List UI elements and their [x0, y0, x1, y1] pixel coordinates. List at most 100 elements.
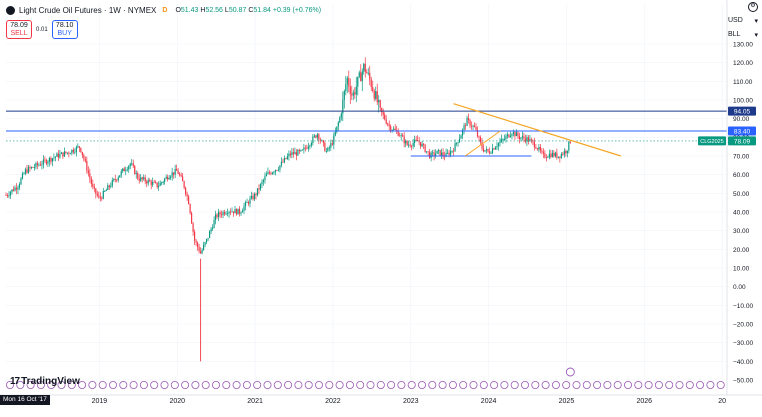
candle [192, 221, 194, 236]
candle [381, 107, 383, 117]
candle-body [342, 99, 344, 114]
candle-body [53, 157, 55, 159]
candle-body [202, 245, 205, 250]
event-icon [716, 380, 725, 389]
candle [515, 129, 518, 137]
candle-body [223, 211, 226, 215]
candle [168, 174, 170, 180]
candle [420, 142, 422, 150]
candle [340, 112, 342, 121]
buy-button[interactable]: 78.10 BUY [51, 20, 78, 39]
ohlc-values: O51.43 H52.56 L50.87 C51.84 +0.39 (+0.76… [175, 7, 322, 14]
event-icon [428, 380, 437, 389]
candle [186, 191, 188, 201]
candle-body [84, 159, 86, 161]
candle-body [387, 123, 389, 125]
candle [325, 148, 327, 154]
candle-body [128, 166, 130, 170]
candle [29, 165, 31, 172]
candle [114, 174, 116, 183]
candle [238, 206, 241, 217]
x-tick-label: 2024 [481, 398, 497, 405]
candle [177, 167, 179, 175]
candle-body [47, 161, 49, 164]
level-tag-text: 83.40 [734, 128, 751, 135]
candle [280, 157, 283, 168]
candle [304, 145, 306, 152]
candle [333, 132, 335, 150]
candle [135, 170, 137, 179]
candle-body [8, 195, 10, 197]
candle [101, 196, 103, 201]
candle-body [521, 136, 524, 138]
candle-body [270, 173, 272, 175]
sell-button[interactable]: 78.09 SELL [6, 20, 32, 39]
candle [23, 171, 25, 175]
candle-body [530, 139, 533, 141]
candle [306, 144, 308, 150]
candle-body [373, 91, 375, 99]
candle [536, 147, 538, 151]
candle-body [396, 129, 398, 132]
candle [165, 174, 167, 180]
candle [440, 148, 443, 159]
candle [214, 210, 217, 225]
candle [283, 155, 286, 164]
candle [285, 157, 287, 160]
candle-body [352, 92, 354, 96]
candle-body [113, 179, 115, 181]
candle-body [378, 100, 380, 103]
candle [349, 78, 351, 104]
level-tag-text: 94.05 [734, 109, 751, 116]
candle-body [108, 185, 110, 187]
candle-body [527, 137, 530, 142]
candle-body [241, 210, 244, 213]
candle-body [96, 193, 98, 196]
candle [382, 108, 384, 120]
candle [123, 166, 125, 172]
candle-body [149, 180, 151, 182]
candle-body [526, 137, 528, 142]
candle-body [174, 168, 176, 175]
candle-body [408, 144, 410, 146]
symbol-title[interactable]: Light Crude Oil Futures · 1W · NYMEX [19, 6, 157, 15]
candle-body [291, 152, 293, 155]
candle [307, 142, 309, 152]
settings-icon[interactable]: ⚙ [748, 2, 758, 12]
candle [405, 139, 407, 148]
candle-body [38, 164, 40, 166]
candle-body [553, 152, 555, 157]
candle-body [485, 149, 488, 151]
candle [96, 190, 98, 198]
candle [138, 174, 140, 184]
unit-button[interactable]: BLL ▾ [728, 31, 758, 39]
currency-button[interactable]: USD ▾ [728, 17, 758, 25]
candle [464, 122, 467, 131]
candle-body [119, 175, 121, 178]
candle-body [152, 181, 154, 185]
tradingview-logo[interactable]: 17 TradingView [10, 376, 80, 387]
candle-body [138, 178, 140, 181]
candle-body [360, 72, 362, 82]
candle [56, 152, 58, 157]
candle-body [475, 126, 477, 131]
candle [541, 148, 543, 155]
candle-body [153, 181, 155, 183]
candle-body [220, 214, 223, 216]
candle [399, 132, 401, 137]
candle-body [232, 211, 235, 214]
candle [568, 140, 570, 154]
candle [342, 91, 344, 122]
candle [550, 149, 552, 159]
candle [394, 124, 396, 131]
candle [488, 147, 491, 155]
candle-body [107, 185, 109, 190]
candle [539, 143, 541, 154]
candle [562, 151, 564, 156]
candle [414, 135, 416, 148]
candle-body [467, 117, 470, 121]
candle-body [457, 142, 459, 144]
candle-body [111, 180, 113, 186]
candle [14, 185, 16, 192]
